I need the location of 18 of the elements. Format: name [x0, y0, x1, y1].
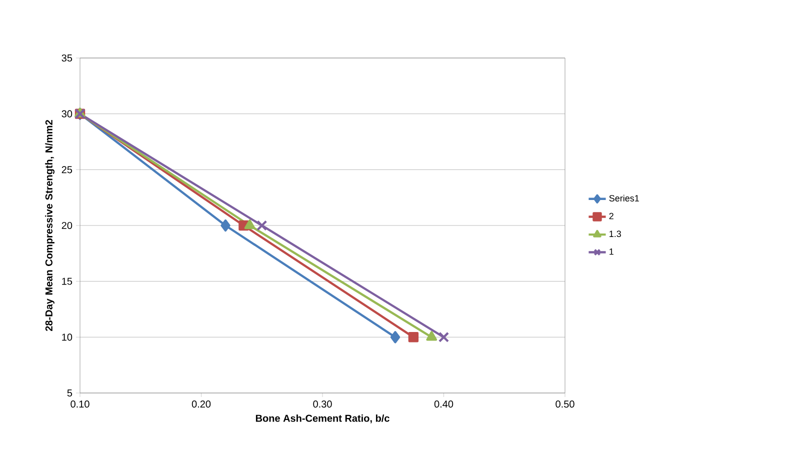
legend-label: 1.3 — [610, 230, 621, 238]
y-tick-label: 10 — [62, 334, 72, 341]
x-tick-label: 0.20 — [192, 400, 211, 408]
y-tick-label: 30 — [62, 110, 72, 118]
x-axis-title: Bone Ash-Cement Ratio, b/c — [256, 414, 390, 424]
legend-label: 2 — [609, 212, 614, 220]
y-tick-label: 35 — [62, 54, 72, 62]
y-tick-label: 20 — [62, 222, 72, 230]
y-tick-label: 15 — [62, 278, 72, 285]
x-tick-label: 0.40 — [434, 400, 454, 408]
y-tick-label: 25 — [62, 166, 72, 174]
legend-label: 1 — [610, 248, 614, 255]
x-tick-label: 0.10 — [70, 400, 90, 408]
x-tick-label: 0.50 — [556, 400, 574, 408]
y-axis-title: 28-Day Mean Compressive Strength, N/mm2 — [45, 120, 54, 332]
y-tick-label: 5 — [67, 389, 72, 396]
x-tick-label: 0.30 — [313, 400, 332, 408]
legend-label: Series1 — [609, 194, 639, 202]
